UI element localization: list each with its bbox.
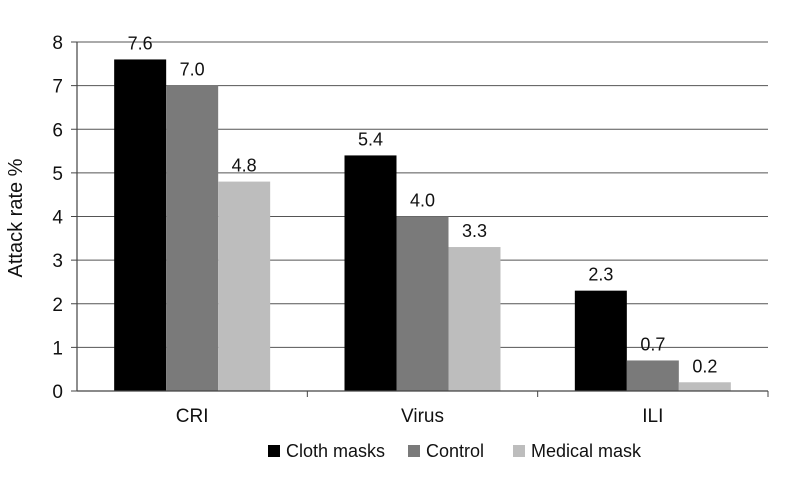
y-tick-label: 3	[52, 251, 63, 272]
data-label: 7.6	[128, 33, 153, 53]
data-label: 0.7	[640, 334, 665, 354]
axes: 0 1 2 3 4 5 6 7 8 CRI Virus ILI	[52, 33, 769, 427]
bar-medical-mask-virus	[448, 247, 501, 391]
data-label: 0.2	[692, 356, 717, 376]
legend-label: Medical mask	[531, 441, 642, 461]
legend-swatch	[408, 445, 420, 457]
data-label: 3.3	[462, 221, 487, 241]
y-tick-label: 7	[52, 77, 63, 98]
data-label: 5.4	[358, 129, 383, 149]
legend-swatch	[268, 445, 280, 457]
x-category-label: ILI	[642, 406, 663, 427]
y-tick-label: 4	[52, 208, 63, 229]
bar-medical-mask-cri	[218, 181, 271, 391]
legend-label: Cloth masks	[286, 441, 385, 461]
data-label: 7.0	[180, 60, 205, 80]
legend-swatch	[513, 445, 525, 457]
y-axis-title: Attack rate %	[5, 158, 27, 277]
x-category-label: Virus	[401, 406, 444, 427]
data-labels: 7.6 7.0 4.8 5.4 4.0 3.3 2.3 0.7 0.2	[128, 33, 718, 376]
data-label: 2.3	[588, 265, 613, 285]
bar-cloth-masks-cri	[114, 59, 167, 391]
y-tick-label: 8	[52, 33, 63, 54]
bar-control-cri	[166, 85, 219, 391]
y-tick-label: 6	[52, 120, 63, 141]
x-category-label: CRI	[176, 406, 209, 427]
data-label: 4.0	[410, 191, 435, 211]
bar-cloth-masks-virus	[344, 155, 397, 391]
bar-control-virus	[396, 216, 449, 391]
bar-medical-mask-ili	[678, 382, 731, 391]
legend: Cloth masks Control Medical mask	[268, 441, 642, 461]
bar-control-ili	[626, 360, 679, 391]
legend-label: Control	[426, 441, 484, 461]
bars	[114, 59, 731, 391]
y-tick-label: 5	[52, 164, 63, 185]
y-tick-label: 1	[52, 338, 63, 359]
y-tick-label: 2	[52, 295, 63, 316]
y-tick-label: 0	[52, 382, 63, 403]
data-label: 4.8	[232, 156, 257, 176]
bar-cloth-masks-ili	[574, 290, 627, 391]
